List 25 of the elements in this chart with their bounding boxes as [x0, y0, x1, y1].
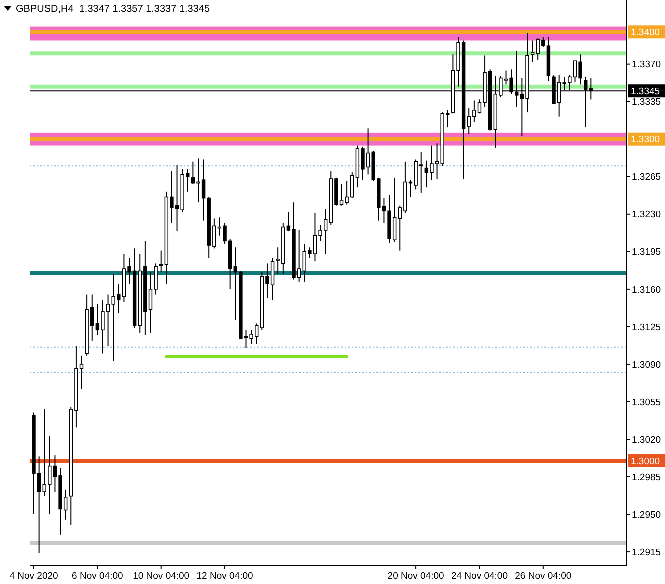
x-tick-label: 6 Nov 04:00	[72, 571, 124, 582]
y-tick-label: 1.2985	[632, 472, 662, 484]
x-tick-label: 24 Nov 04:00	[451, 571, 508, 582]
y-tick-label: 1.2915	[632, 547, 662, 558]
y-tick-label: 1.3160	[632, 284, 662, 296]
y-tick-label: 1.3125	[632, 322, 662, 334]
x-tick-label: 12 Nov 04:00	[196, 571, 254, 582]
y-tick-label: 1.3265	[632, 172, 662, 184]
y-tick-label: 1.3090	[632, 360, 662, 371]
y-tick-label: 1.3335	[632, 97, 662, 108]
x-tick-label: 10 Nov 04:00	[133, 571, 190, 582]
ref-line-label: 1.3345	[631, 86, 660, 98]
y-tick-label: 1.3020	[632, 434, 662, 446]
x-tick-label: 4 Nov 2020	[10, 571, 58, 582]
y-tick-label: 1.3195	[632, 247, 662, 258]
chart-title: GBPUSD,H4 1.3347 1.3357 1.3337 1.3345	[16, 4, 210, 15]
y-tick-label: 1.3230	[632, 210, 662, 221]
y-tick-label: 1.2950	[632, 510, 662, 521]
ref-line-label: 1.3300	[631, 134, 660, 146]
ref-line-label: 1.3400	[631, 27, 660, 38]
ref-line-label: 1.3000	[631, 456, 660, 468]
x-tick-label: 26 Nov 04:00	[515, 571, 572, 582]
y-tick-label: 1.3370	[632, 60, 662, 71]
y-tick-label: 1.3055	[632, 397, 662, 408]
x-tick-label: 20 Nov 04:00	[388, 571, 444, 582]
